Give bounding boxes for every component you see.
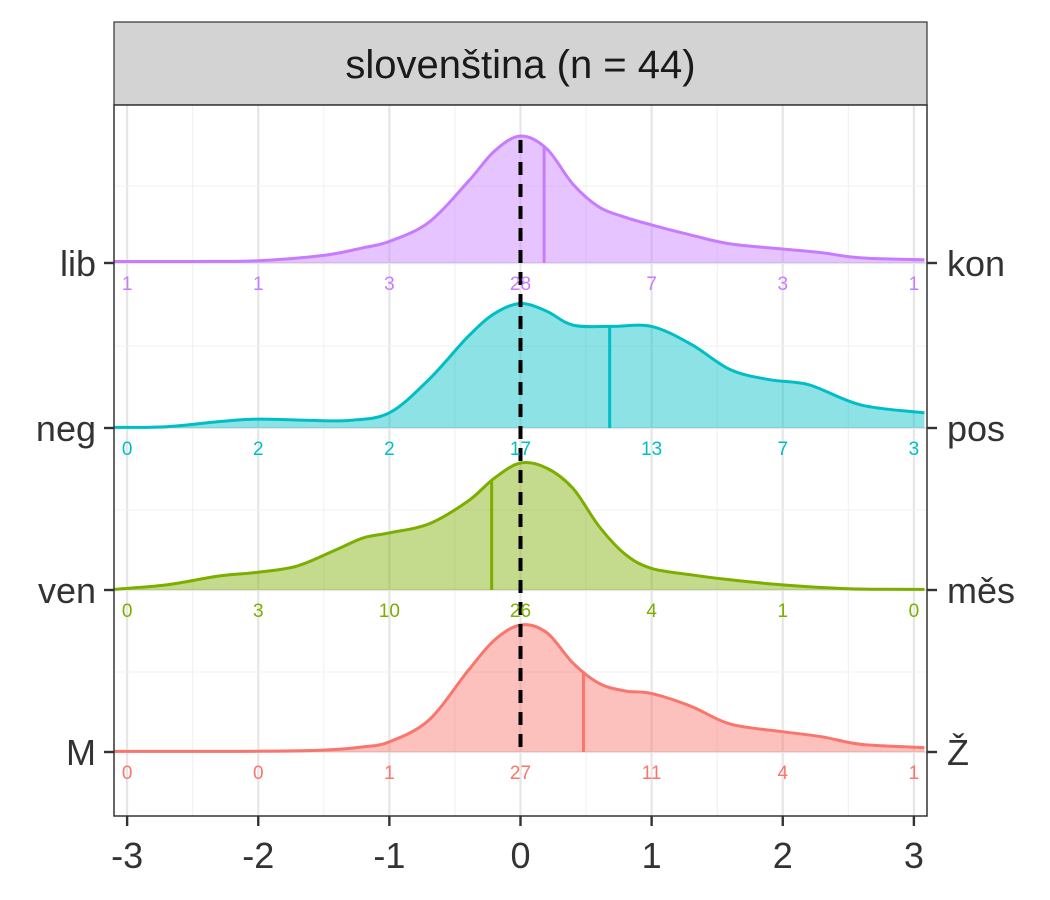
- bin-count-label: 10: [379, 601, 400, 622]
- bin-count-label: 0: [122, 763, 133, 784]
- bin-count-label: 0: [909, 601, 920, 622]
- x-tick-label: 2: [773, 835, 793, 876]
- row-label-left: M: [66, 732, 96, 773]
- ridge-M-Ž: [114, 623, 925, 753]
- row-label-right: měs: [947, 570, 1015, 611]
- density-line: [114, 623, 925, 753]
- bin-count-label: 1: [122, 274, 133, 295]
- x-axis: -3 -2 -1 0 1 2 3: [111, 816, 924, 876]
- bin-count-label: 11: [642, 763, 662, 784]
- bin-count-label: 27: [510, 763, 531, 784]
- bin-count-label: 7: [777, 439, 788, 460]
- bin-count-label: 7: [646, 274, 657, 295]
- bin-count-label: 2: [384, 439, 395, 460]
- density-line: [113, 134, 925, 264]
- ridge-lib-kon: [113, 134, 925, 264]
- row-label-left: neg: [36, 408, 96, 449]
- density-area: [114, 624, 925, 752]
- bin-count-label: 3: [777, 274, 788, 295]
- bin-count-label: 1: [909, 274, 920, 295]
- bin-count-label: 26: [510, 601, 531, 622]
- facet-strip-background: [113, 21, 928, 106]
- bin-count-label: 28: [510, 274, 531, 295]
- x-tick-label: -3: [111, 835, 143, 876]
- bin-count-label: 1: [777, 601, 788, 622]
- bin-count-label: 0: [122, 601, 133, 622]
- y-axis: lib kon neg pos ven měs M Ž: [36, 243, 1015, 773]
- bin-count-label: 3: [909, 439, 920, 460]
- bin-count-label: 2: [253, 439, 264, 460]
- row-label-right: kon: [947, 243, 1005, 284]
- x-tick-label: -2: [242, 835, 274, 876]
- bin-count-label: 4: [646, 601, 657, 622]
- bin-count-label: 0: [122, 439, 133, 460]
- x-tick-label: 0: [510, 835, 530, 876]
- bin-count-label: 3: [253, 601, 264, 622]
- x-tick-label: 3: [904, 835, 924, 876]
- bin-count-label: 1: [253, 274, 264, 295]
- density-area: [114, 135, 925, 263]
- bin-count-label: 1: [384, 763, 395, 784]
- bin-count-label: 0: [253, 763, 264, 784]
- bin-count-label: 3: [384, 274, 395, 295]
- x-tick-label: 1: [642, 835, 662, 876]
- row-label-right: Ž: [947, 732, 969, 773]
- row-label-left: ven: [38, 570, 96, 611]
- facet-title: slovenština (n = 44): [345, 43, 695, 87]
- bin-counts: 1 1 3 28 7 3 10 2 2 17 13 7 30 3 10 26 4 1 00 0 1 27 11 4 1: [122, 274, 919, 784]
- x-tick-label: -1: [373, 835, 405, 876]
- bin-count-label: 4: [777, 763, 788, 784]
- row-label-right: pos: [947, 408, 1005, 449]
- bin-count-label: 1: [909, 763, 920, 784]
- bin-count-label: 17: [510, 439, 531, 460]
- bin-count-label: 13: [641, 439, 662, 460]
- density-line: [113, 460, 925, 591]
- row-label-left: lib: [60, 243, 96, 284]
- facet-strip: slovenština (n = 44): [113, 21, 928, 106]
